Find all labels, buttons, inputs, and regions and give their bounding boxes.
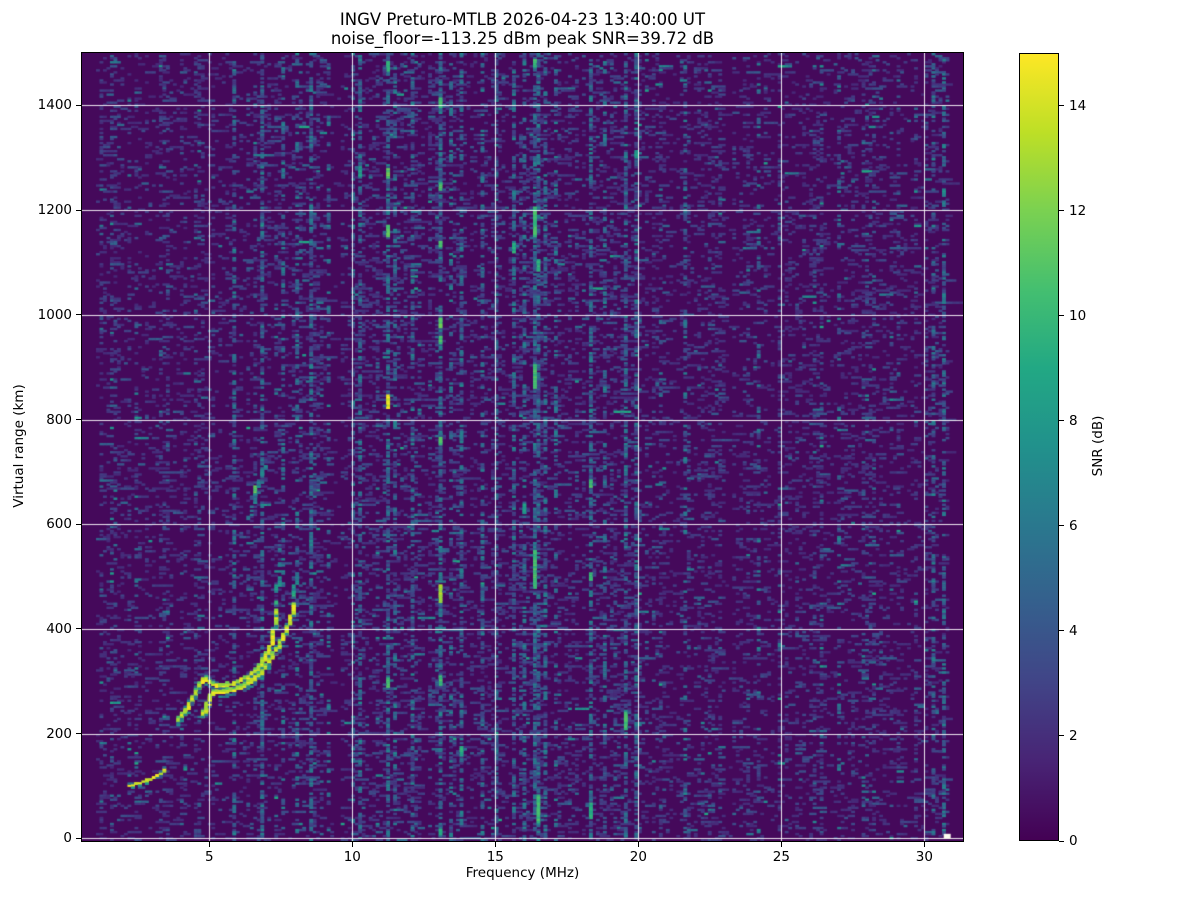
colorbar-tick-label: 12 <box>1069 202 1087 219</box>
y-axis-label: Virtual range (km) <box>11 384 27 508</box>
x-axis-label: Frequency (MHz) <box>465 865 580 881</box>
colorbar-tick-label: 14 <box>1069 97 1087 114</box>
y-tick-label: 200 <box>46 725 72 742</box>
x-tick-mark <box>637 842 639 847</box>
y-tick-label: 400 <box>46 620 72 637</box>
colorbar-tick-mark <box>1059 105 1064 107</box>
colorbar-tick-mark <box>1059 420 1064 422</box>
colorbar-tick-mark <box>1059 735 1064 737</box>
y-tick-mark <box>76 628 81 630</box>
y-tick-label: 0 <box>63 830 72 847</box>
colorbar-tick-label: 8 <box>1069 412 1078 429</box>
x-tick-mark <box>780 842 782 847</box>
x-tick-mark <box>351 842 353 847</box>
y-tick-label: 800 <box>46 411 72 428</box>
y-tick-mark <box>76 209 81 211</box>
y-tick-label: 600 <box>46 516 72 533</box>
y-tick-mark <box>76 419 81 420</box>
y-tick-mark <box>76 733 81 735</box>
y-tick-label: 1000 <box>37 306 72 323</box>
y-tick-mark <box>76 314 81 316</box>
colorbar-tick-label: 10 <box>1069 307 1087 324</box>
colorbar-label: SNR (dB) <box>1090 415 1106 477</box>
x-tick-mark <box>923 842 925 847</box>
chart-subtitle: noise_floor=-113.25 dBm peak SNR=39.72 d… <box>330 29 715 48</box>
x-tick-label: 15 <box>486 849 504 865</box>
colorbar-tick-mark <box>1059 840 1064 842</box>
colorbar-tick-label: 6 <box>1069 517 1078 534</box>
heatmap-canvas <box>81 52 964 842</box>
y-tick-mark <box>76 523 81 525</box>
colorbar-tick-label: 2 <box>1069 727 1078 744</box>
colorbar-tick-mark <box>1059 630 1064 632</box>
y-tick-label: 1200 <box>37 202 72 219</box>
x-tick-label: 20 <box>629 849 647 865</box>
colorbar-tick-label: 4 <box>1069 622 1078 639</box>
y-tick-label: 1400 <box>37 97 72 114</box>
x-tick-label: 10 <box>343 849 361 865</box>
x-tick-mark <box>494 842 496 847</box>
title-block: INGV Preturo-MTLB 2026-04-23 13:40:00 UT… <box>82 10 963 48</box>
x-tick-label: 5 <box>204 849 214 865</box>
x-tick-label: 25 <box>772 849 790 865</box>
y-tick-mark <box>76 104 81 106</box>
colorbar <box>1019 53 1059 841</box>
colorbar-tick-mark <box>1059 210 1064 212</box>
colorbar-tick-label: 0 <box>1069 833 1078 849</box>
x-tick-mark <box>208 842 210 847</box>
plot-area <box>81 52 964 842</box>
y-tick-mark <box>76 837 81 839</box>
chart-title: INGV Preturo-MTLB 2026-04-23 13:40:00 UT <box>339 10 706 29</box>
colorbar-gradient <box>1020 54 1058 840</box>
colorbar-tick-mark <box>1059 315 1064 317</box>
x-tick-label: 30 <box>915 849 933 865</box>
colorbar-tick-mark <box>1059 525 1064 527</box>
